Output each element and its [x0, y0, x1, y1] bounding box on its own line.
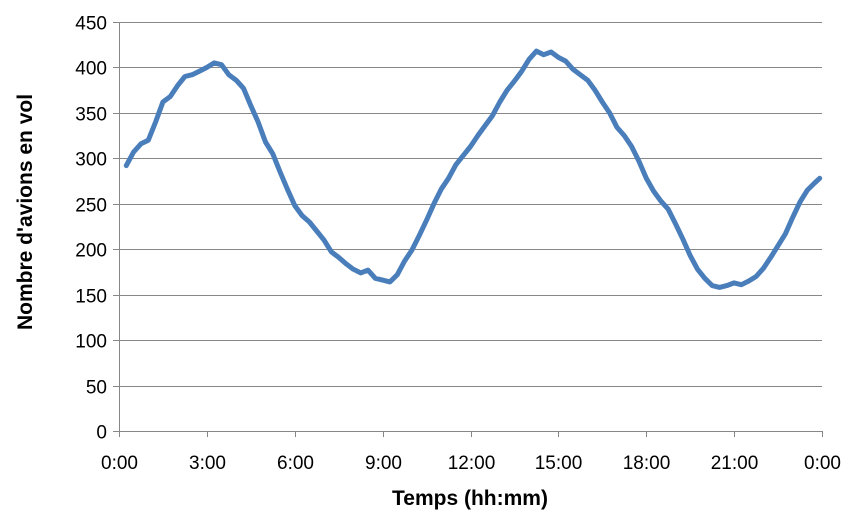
x-tick-label: 21:00 [711, 453, 759, 474]
gridlines [119, 22, 822, 387]
y-tick-label: 50 [86, 378, 107, 399]
x-tick-label: 3:00 [189, 453, 226, 474]
y-tick-label: 400 [75, 59, 107, 80]
x-tick-label: 12:00 [448, 453, 496, 474]
x-tick-label: 0:00 [804, 453, 841, 474]
x-tick-label: 6:00 [277, 453, 314, 474]
x-tick-label: 0:00 [101, 453, 138, 474]
y-tick-label: 250 [75, 196, 107, 217]
y-tick-label: 450 [75, 14, 107, 35]
y-tick-label: 100 [75, 332, 107, 353]
y-tick-label: 350 [75, 105, 107, 126]
y-axis-title: Nombre d'avions en vol [14, 94, 37, 330]
x-axis-title: Temps (hh:mm) [392, 487, 548, 510]
axes [113, 22, 823, 437]
x-tick-label: 9:00 [365, 453, 402, 474]
y-tick-label: 300 [75, 150, 107, 171]
y-tick-label: 0 [96, 423, 107, 444]
y-tick-label: 150 [75, 287, 107, 308]
y-tick-label: 200 [75, 241, 107, 262]
y-tick-labels: 0 50 100 150 200 250 300 350 400 450 [75, 14, 107, 444]
series-layer [123, 48, 823, 290]
x-tick-labels: 0:00 3:00 6:00 9:00 12:00 15:00 18:00 21:00 0:00 [101, 453, 841, 474]
x-tick-label: 15:00 [535, 453, 583, 474]
series-line [123, 48, 823, 290]
x-tick-label: 18:00 [623, 453, 671, 474]
